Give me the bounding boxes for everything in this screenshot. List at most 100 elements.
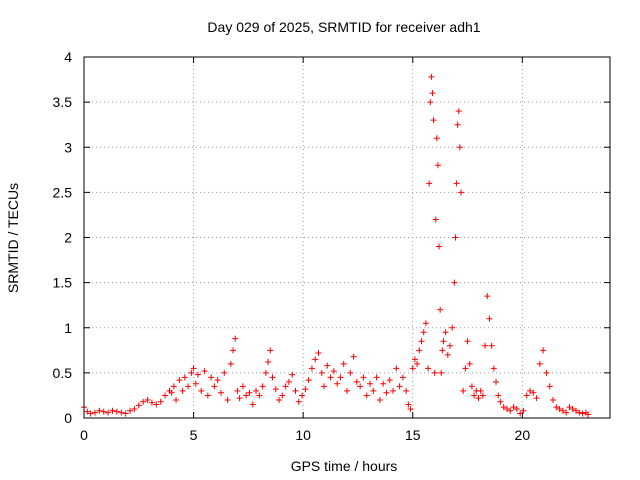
data-point (468, 383, 475, 390)
data-point (427, 99, 434, 106)
x-tick-label: 20 (515, 427, 531, 443)
data-point (188, 369, 195, 376)
data-point (500, 404, 507, 411)
data-point (550, 396, 557, 403)
data-point (262, 369, 269, 376)
data-point (425, 365, 432, 372)
data-point (486, 315, 493, 322)
data-point (471, 392, 478, 399)
data-point (192, 380, 199, 387)
data-point (460, 387, 467, 394)
data-point (170, 383, 177, 390)
y-tick-label: 0.5 (53, 365, 73, 381)
data-point (198, 387, 205, 394)
data-point (113, 408, 120, 415)
data-point (299, 392, 306, 399)
data-point (234, 387, 241, 394)
y-tick-label: 0 (64, 410, 72, 426)
data-point (566, 404, 573, 411)
data-point (556, 405, 563, 412)
data-point (451, 279, 458, 286)
data-point (455, 108, 462, 115)
data-point (437, 306, 444, 313)
data-point (430, 117, 437, 124)
data-point (350, 353, 357, 360)
y-tick-label: 1 (64, 320, 72, 336)
data-point (543, 369, 550, 376)
data-point (380, 380, 387, 387)
y-tick-labels: 0 0.5 1 1.5 2 2.5 3 3.5 4 (53, 49, 73, 426)
data-point (573, 407, 580, 414)
data-point (414, 360, 421, 367)
data-point (334, 380, 341, 387)
data-point (434, 162, 441, 169)
data-point (344, 387, 350, 394)
data-point (318, 369, 325, 376)
data-point (131, 405, 138, 412)
data-point (390, 387, 397, 394)
data-point (243, 392, 250, 399)
data-point (569, 405, 576, 412)
data-point (204, 392, 211, 399)
data-point (140, 398, 147, 405)
data-point (479, 392, 486, 399)
data-point (179, 387, 186, 394)
data-point (292, 387, 299, 394)
y-tick-label: 1.5 (53, 275, 73, 291)
data-point (315, 350, 322, 357)
x-tick-label: 0 (80, 427, 88, 443)
data-point (253, 387, 260, 394)
data-point (457, 189, 464, 196)
data-point (497, 398, 504, 405)
data-point (312, 356, 319, 363)
data-point (527, 387, 534, 394)
data-point (239, 383, 246, 390)
data-point (96, 407, 103, 414)
data-point (176, 377, 183, 384)
data-point (411, 356, 418, 363)
data-point (217, 389, 224, 396)
data-point (376, 396, 383, 403)
data-point (168, 389, 175, 396)
data-point (493, 378, 500, 385)
data-point (357, 383, 364, 390)
data-point (432, 216, 439, 223)
data-point (144, 396, 151, 403)
y-tick-label: 3 (64, 139, 72, 155)
data-point (409, 365, 416, 372)
data-point (447, 342, 454, 349)
data-point (444, 351, 451, 358)
data-point (540, 347, 547, 354)
data-point (403, 387, 410, 394)
data-point (420, 329, 427, 336)
data-point (295, 398, 302, 405)
data-point (383, 389, 390, 396)
data-point (214, 377, 221, 384)
data-point (135, 402, 142, 409)
data-point (422, 320, 429, 327)
data-point (272, 386, 279, 393)
data-point (416, 347, 423, 354)
y-tick-label: 2 (64, 230, 72, 246)
data-point (227, 360, 234, 367)
data-point (363, 392, 370, 399)
data-point (230, 347, 237, 354)
data-point (285, 378, 292, 385)
data-point (367, 380, 374, 387)
data-point (84, 408, 91, 415)
data-point (109, 407, 116, 414)
data-point (118, 409, 125, 416)
data-point (190, 365, 197, 372)
data-point (553, 404, 560, 411)
data-point (585, 411, 592, 418)
data-point (153, 401, 160, 408)
x-tick-label: 10 (295, 427, 311, 443)
data-point (340, 360, 347, 367)
data-point (236, 395, 243, 402)
data-point (418, 338, 425, 345)
data-point (407, 405, 414, 412)
data-point (453, 180, 460, 187)
data-point (559, 407, 566, 414)
data-point (185, 383, 192, 390)
